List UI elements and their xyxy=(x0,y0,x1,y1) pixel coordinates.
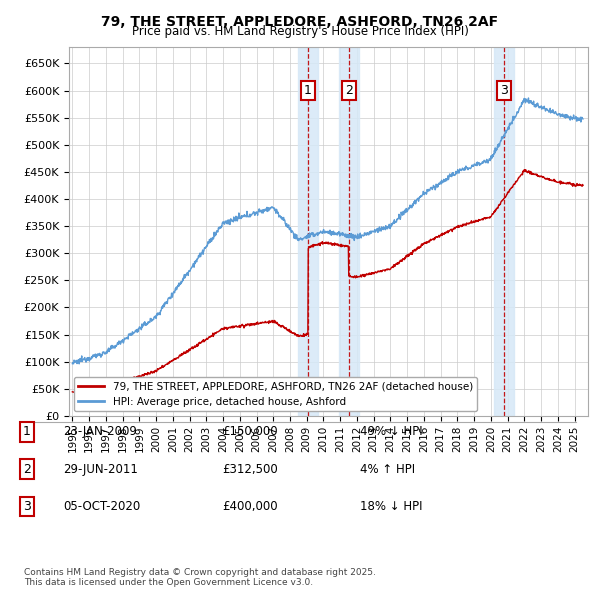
Text: 49% ↓ HPI: 49% ↓ HPI xyxy=(360,425,422,438)
Text: 1: 1 xyxy=(23,425,31,438)
Text: 05-OCT-2020: 05-OCT-2020 xyxy=(63,500,140,513)
Text: £312,500: £312,500 xyxy=(222,463,278,476)
Text: 3: 3 xyxy=(500,84,508,97)
Bar xyxy=(494,47,514,416)
Text: 23-JAN-2009: 23-JAN-2009 xyxy=(63,425,137,438)
Text: £150,000: £150,000 xyxy=(222,425,278,438)
Text: 4% ↑ HPI: 4% ↑ HPI xyxy=(360,463,415,476)
Text: 1: 1 xyxy=(304,84,312,97)
Text: 29-JUN-2011: 29-JUN-2011 xyxy=(63,463,138,476)
Text: 79, THE STREET, APPLEDORE, ASHFORD, TN26 2AF: 79, THE STREET, APPLEDORE, ASHFORD, TN26… xyxy=(101,15,499,29)
Bar xyxy=(298,47,318,416)
Text: 18% ↓ HPI: 18% ↓ HPI xyxy=(360,500,422,513)
Text: Price paid vs. HM Land Registry's House Price Index (HPI): Price paid vs. HM Land Registry's House … xyxy=(131,25,469,38)
Text: 2: 2 xyxy=(23,463,31,476)
Legend: 79, THE STREET, APPLEDORE, ASHFORD, TN26 2AF (detached house), HPI: Average pric: 79, THE STREET, APPLEDORE, ASHFORD, TN26… xyxy=(74,377,477,411)
Text: 3: 3 xyxy=(23,500,31,513)
Text: £400,000: £400,000 xyxy=(222,500,278,513)
Text: Contains HM Land Registry data © Crown copyright and database right 2025.
This d: Contains HM Land Registry data © Crown c… xyxy=(24,568,376,587)
Bar xyxy=(338,47,359,416)
Text: 2: 2 xyxy=(344,84,353,97)
